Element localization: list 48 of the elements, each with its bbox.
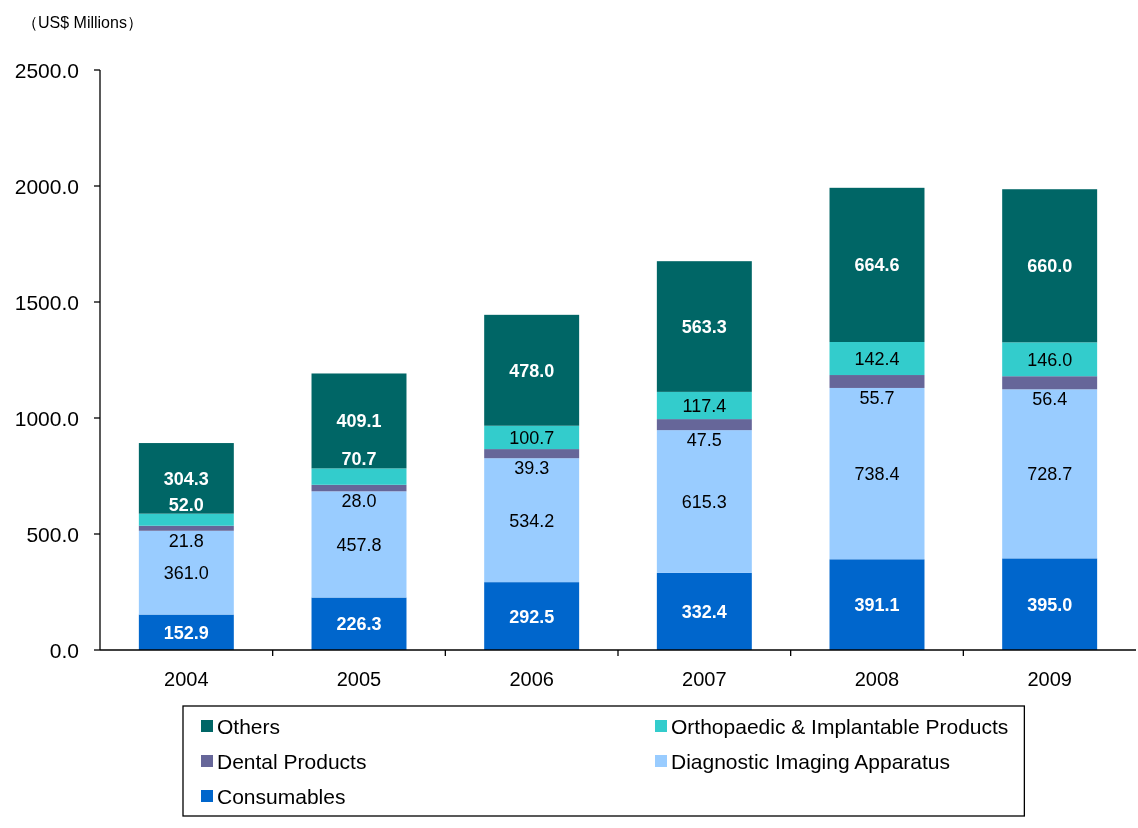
data-label: 292.5 xyxy=(509,606,555,627)
x-tick-label: 2006 xyxy=(509,668,554,690)
data-label: 391.1 xyxy=(854,595,900,616)
data-label: 738.4 xyxy=(854,464,900,485)
data-label: 304.3 xyxy=(163,468,209,489)
data-label: 146.0 xyxy=(1027,349,1073,370)
data-label: 47.5 xyxy=(686,430,722,450)
data-label: 142.4 xyxy=(854,348,900,369)
y-tick-label: 0.0 xyxy=(49,638,79,662)
legend-label: Consumables xyxy=(217,784,346,808)
data-label: 70.7 xyxy=(341,449,377,470)
data-label: 52.0 xyxy=(168,494,204,515)
data-label: 409.1 xyxy=(336,411,382,432)
legend-label: Orthopaedic & Implantable Products xyxy=(671,714,1009,738)
legend-label: Others xyxy=(217,714,281,738)
legend-label: Dental Products xyxy=(217,749,367,773)
data-label: 534.2 xyxy=(509,510,555,531)
data-label: 478.0 xyxy=(509,360,555,381)
data-label: 39.3 xyxy=(514,458,550,479)
data-label: 152.9 xyxy=(163,622,209,643)
legend-label: Diagnostic Imaging Apparatus xyxy=(671,749,950,773)
y-tick-label: 1000.0 xyxy=(14,406,79,430)
y-tick-label: 2000.0 xyxy=(14,174,79,198)
data-label: 615.3 xyxy=(681,491,727,512)
data-label: 28.0 xyxy=(341,491,377,512)
y-tick-label: 1500.0 xyxy=(14,290,79,314)
x-tick-label: 2004 xyxy=(164,668,209,690)
data-label: 226.3 xyxy=(336,614,382,635)
x-tick-label: 2007 xyxy=(682,668,727,690)
data-label: 563.3 xyxy=(681,317,727,337)
x-tick-label: 2009 xyxy=(1027,668,1072,690)
data-label: 457.8 xyxy=(336,534,382,555)
data-label: 56.4 xyxy=(1032,389,1068,410)
data-label: 117.4 xyxy=(682,395,727,416)
data-label: 395.0 xyxy=(1027,594,1073,615)
data-label: 660.0 xyxy=(1027,256,1073,277)
x-tick-label: 2005 xyxy=(336,668,382,690)
y-tick-label: 500.0 xyxy=(26,522,79,546)
data-label: 21.8 xyxy=(168,530,204,551)
y-axis-title: （US$ Millions） xyxy=(22,14,143,31)
data-label: 728.7 xyxy=(1027,464,1073,485)
data-label: 332.4 xyxy=(681,601,727,622)
y-tick-label: 2500.0 xyxy=(14,58,79,82)
data-label: 55.7 xyxy=(859,387,895,408)
x-tick-label: 2008 xyxy=(854,668,900,690)
data-label: 100.7 xyxy=(509,427,555,448)
data-label: 664.6 xyxy=(854,255,900,276)
data-label: 361.0 xyxy=(163,563,209,584)
